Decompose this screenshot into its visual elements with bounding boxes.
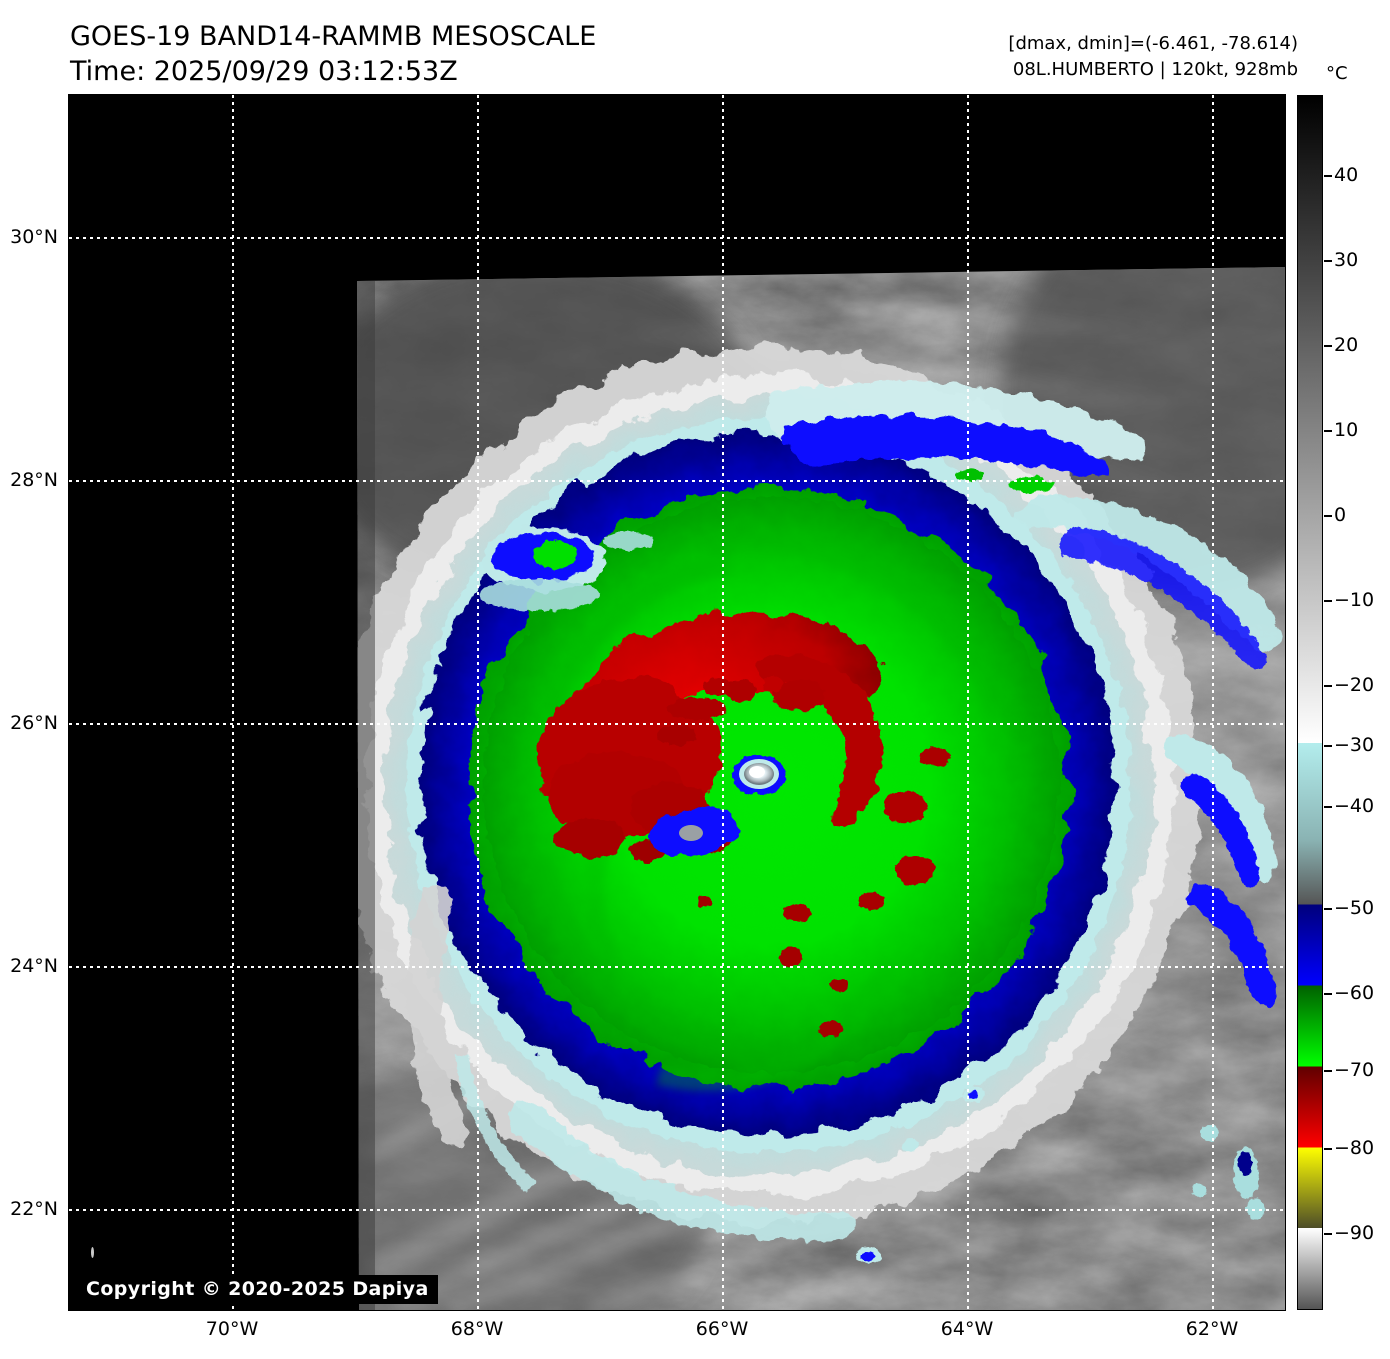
- colorbar-tick-minus20: [1324, 685, 1332, 687]
- colorbar-tick-20: [1324, 345, 1332, 347]
- colorbar-tick-minus60: [1324, 993, 1332, 995]
- time-line: Time: 2025/09/29 03:12:53Z: [70, 55, 458, 87]
- colorbar-label-30: 30: [1334, 249, 1359, 271]
- copyright-watermark: Copyright © 2020-2025 Dapiya: [77, 1275, 438, 1304]
- x-tick-label-68w: 68°W: [450, 1318, 504, 1340]
- colorbar-tick-minus10: [1324, 600, 1332, 602]
- title-line: GOES-19 BAND14-RAMMB MESOSCALE: [70, 21, 597, 52]
- colorbar-label-minus80: −80: [1334, 1137, 1375, 1159]
- y-tick-label-24n: 24°N: [10, 955, 58, 977]
- colorbar-label-minus90: −90: [1334, 1222, 1375, 1244]
- colorbar-tick-30: [1324, 260, 1332, 262]
- metadata-block: [dmax, dmin]=(-6.461, -78.614) 08L.HUMBE…: [1008, 31, 1298, 82]
- colorbar-label-40: 40: [1334, 164, 1359, 186]
- colorbar-label-minus60: −60: [1334, 982, 1375, 1004]
- colorbar-label-minus30: −30: [1334, 734, 1375, 756]
- colorbar-gradient: [1298, 96, 1322, 1309]
- scale-marker-icon: [91, 1247, 94, 1258]
- colorbar-tick-minus30: [1324, 745, 1332, 747]
- storm-info-label: 08L.HUMBERTO | 120kt, 928mb: [1012, 58, 1298, 80]
- satellite-image-canvas[interactable]: Copyright © 2020-2025 Dapiya: [69, 95, 1285, 1310]
- y-tick-label-22n: 22°N: [10, 1198, 58, 1220]
- x-tick-label-70w: 70°W: [205, 1318, 259, 1340]
- colorbar-label-minus70: −70: [1334, 1059, 1375, 1081]
- y-tick-label-26n: 26°N: [10, 712, 58, 734]
- colorbar-label-minus20: −20: [1334, 674, 1375, 696]
- y-tick-label-28n: 28°N: [10, 469, 58, 491]
- colorbar-tick-10: [1324, 430, 1332, 432]
- colorbar-tick-0: [1324, 515, 1332, 517]
- colorbar-label-0: 0: [1334, 504, 1347, 526]
- colorbar-label-20: 20: [1334, 334, 1359, 356]
- colorbar-tick-minus40: [1324, 806, 1332, 808]
- colorbar-tick-minus50: [1324, 908, 1332, 910]
- colorbar-unit-label: °C: [1326, 63, 1348, 84]
- y-tick-label-30n: 30°N: [10, 226, 58, 248]
- colorbar-label-10: 10: [1334, 419, 1359, 441]
- colorbar-label-minus40: −40: [1334, 795, 1375, 817]
- x-tick-label-66w: 66°W: [695, 1318, 749, 1340]
- x-tick-label-64w: 64°W: [940, 1318, 994, 1340]
- colorbar-label-minus50: −50: [1334, 897, 1375, 919]
- dmax-dmin-label: [dmax, dmin]=(-6.461, -78.614): [1008, 33, 1298, 54]
- colorbar-tick-minus90: [1324, 1233, 1332, 1235]
- colorbar-label-minus10: −10: [1334, 589, 1375, 611]
- colorbar-tick-minus80: [1324, 1148, 1332, 1150]
- colorbar-tick-40: [1324, 175, 1332, 177]
- temperature-colorbar[interactable]: [1297, 95, 1323, 1310]
- x-tick-label-62w: 62°W: [1185, 1318, 1239, 1340]
- infrared-satellite-imagery: [69, 95, 1285, 1310]
- colorbar-tick-minus70: [1324, 1070, 1332, 1072]
- page-title: GOES-19 BAND14-RAMMB MESOSCALE Time: 202…: [70, 20, 596, 89]
